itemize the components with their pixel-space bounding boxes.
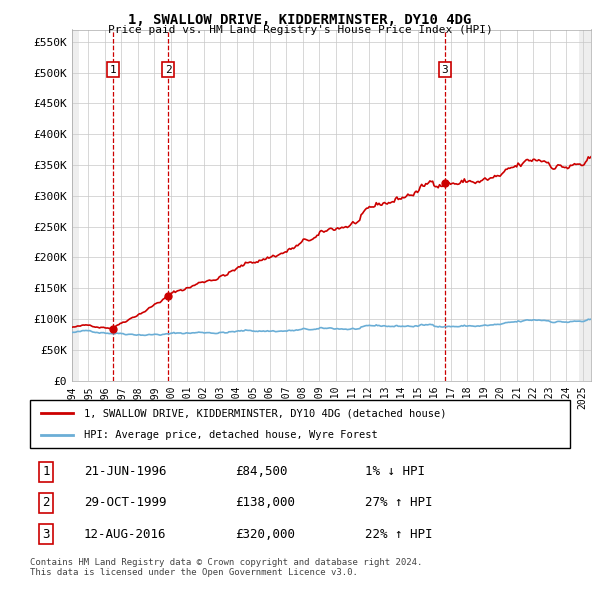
Text: 3: 3 [442, 64, 448, 74]
Text: Contains HM Land Registry data © Crown copyright and database right 2024.
This d: Contains HM Land Registry data © Crown c… [30, 558, 422, 577]
Text: HPI: Average price, detached house, Wyre Forest: HPI: Average price, detached house, Wyre… [84, 430, 378, 440]
Text: 29-OCT-1999: 29-OCT-1999 [84, 496, 167, 510]
Text: Price paid vs. HM Land Registry's House Price Index (HPI): Price paid vs. HM Land Registry's House … [107, 25, 493, 35]
Text: £84,500: £84,500 [235, 466, 288, 478]
Text: 1, SWALLOW DRIVE, KIDDERMINSTER, DY10 4DG (detached house): 1, SWALLOW DRIVE, KIDDERMINSTER, DY10 4D… [84, 408, 446, 418]
Text: 3: 3 [43, 527, 50, 540]
Text: 1: 1 [109, 64, 116, 74]
Text: 27% ↑ HPI: 27% ↑ HPI [365, 496, 432, 510]
Text: £320,000: £320,000 [235, 527, 295, 540]
Bar [72, 30, 79, 381]
FancyBboxPatch shape [30, 400, 570, 448]
Bar [578, 30, 591, 381]
Text: 22% ↑ HPI: 22% ↑ HPI [365, 527, 432, 540]
Text: 2: 2 [43, 496, 50, 510]
Text: 1, SWALLOW DRIVE, KIDDERMINSTER, DY10 4DG: 1, SWALLOW DRIVE, KIDDERMINSTER, DY10 4D… [128, 13, 472, 27]
Text: £138,000: £138,000 [235, 496, 295, 510]
Text: 12-AUG-2016: 12-AUG-2016 [84, 527, 167, 540]
Text: 2: 2 [164, 64, 172, 74]
Text: 1: 1 [43, 466, 50, 478]
Text: 21-JUN-1996: 21-JUN-1996 [84, 466, 167, 478]
Text: 1% ↓ HPI: 1% ↓ HPI [365, 466, 425, 478]
